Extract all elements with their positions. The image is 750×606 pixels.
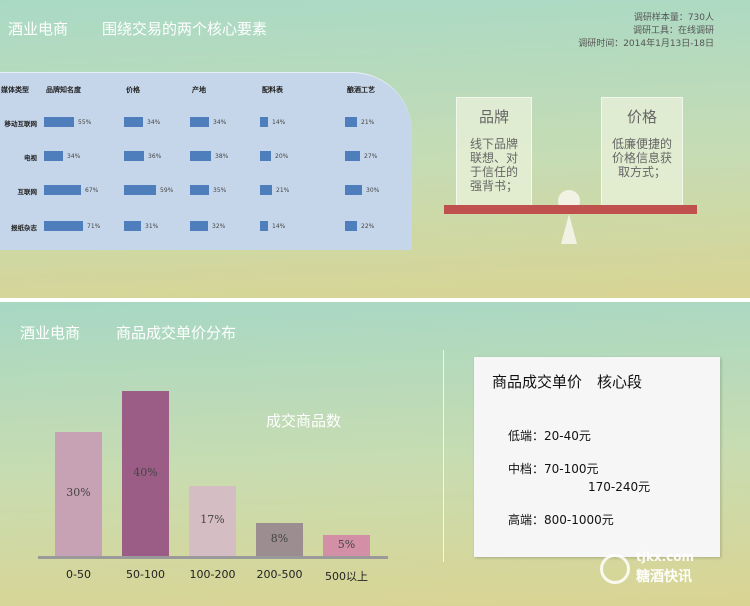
key-low: 低端：20-40元 (508, 429, 591, 443)
x-tick-label: 0-50 (66, 568, 91, 581)
table-value: 71% (87, 223, 101, 230)
table-bar (190, 185, 209, 195)
bar-value-label: 17% (200, 513, 225, 526)
table-value: 34% (147, 119, 161, 126)
column-header: 价格 (126, 86, 140, 94)
table-value: 55% (78, 119, 92, 126)
x-tick-label: 500以上 (325, 570, 368, 583)
row-label: 互联网 (17, 188, 38, 196)
table-value: 38% (215, 153, 229, 160)
table-bar (190, 117, 209, 127)
bar-value-label: 5% (337, 537, 356, 551)
table-value: 21% (361, 119, 375, 126)
table-value: 59% (160, 187, 174, 194)
brand-label: 酒业电商 (8, 20, 69, 38)
divider-line (443, 350, 444, 562)
table-bar (44, 117, 74, 127)
slide-title-2: 商品成交单价分布 (116, 324, 237, 342)
x-tick-label: 50-100 (126, 568, 165, 581)
row-label: 电视 (24, 154, 37, 162)
table-value: 32% (212, 223, 226, 230)
table-value: 34% (67, 153, 81, 160)
table-value: 30% (366, 187, 380, 194)
column-header: 品牌知名度 (46, 86, 81, 94)
price-bar (122, 391, 169, 556)
table-bar (124, 117, 143, 127)
price-bar (55, 432, 102, 556)
table-bar (190, 221, 208, 231)
scale-beam (444, 205, 697, 214)
table-value: 35% (213, 187, 227, 194)
row-label: 报纸杂志 (11, 224, 37, 232)
table-bar (345, 185, 362, 195)
key-mid-1: 中档：70-100元 (508, 462, 599, 476)
table-value: 22% (361, 223, 375, 230)
table-bar (124, 185, 156, 195)
key-title: 商品成交单价 核心段 (492, 373, 643, 391)
row-label: 移动互联网 (4, 120, 38, 128)
row-header: 媒体类型 (1, 86, 29, 94)
x-tick-label: 200-500 (256, 568, 303, 581)
table-value: 14% (272, 223, 286, 230)
price-card-body: 低廉便捷的价格信息获取方式； (611, 137, 672, 179)
table-value: 67% (85, 187, 99, 194)
table-bar (345, 117, 357, 127)
watermark: tjkx.com 糖酒快讯 (600, 548, 730, 592)
bar-value-label: 30% (66, 486, 91, 499)
survey-meta: 调研样本量：730人 调研工具：在线调研 调研时间：2014年1月13日-18日 (578, 12, 714, 51)
table-bar (260, 185, 272, 195)
table-bar (345, 221, 357, 231)
slide-title: 围绕交易的两个核心要素 (102, 20, 268, 38)
table-bar (44, 185, 81, 195)
table-bar (345, 151, 360, 161)
watermark-url: tjkx.com (636, 550, 694, 564)
brand-card-body: 线下品牌联想、对于信任的强背书； (469, 137, 518, 193)
price-bar (256, 523, 303, 556)
table-value: 14% (272, 119, 286, 126)
slide-price-distribution: 酒业电商 商品成交单价分布 成交商品数 商品成交单价 核心段 低端：20-40元… (0, 302, 750, 606)
table-value: 34% (213, 119, 227, 126)
x-axis (38, 556, 388, 559)
table-value: 27% (364, 153, 378, 160)
key-segments-box: 商品成交单价 核心段 低端：20-40元 中档：70-100元 170-240元… (474, 357, 720, 557)
bar-value-label: 40% (133, 465, 158, 479)
watermark-name: 糖酒快讯 (636, 569, 692, 585)
column-header: 产地 (192, 86, 206, 94)
brand-card: 品牌 线下品牌联想、对于信任的强背书； (456, 97, 532, 207)
price-bar (189, 486, 236, 556)
media-bar-table: 媒体类型 品牌知名度 价格 产地 配料表 酿酒工艺移动互联网 55% 34% 34% 14% 21%… (0, 72, 412, 250)
table-value: 31% (145, 223, 159, 230)
table-bar (260, 151, 271, 161)
price-card-title: 价格 (626, 108, 657, 126)
watermark-logo-icon (600, 554, 630, 584)
price-card: 价格 低廉便捷的价格信息获取方式； (601, 97, 683, 207)
table-bar (260, 221, 268, 231)
brand-label-2: 酒业电商 (20, 324, 81, 342)
bar-value-label: 8% (270, 531, 289, 545)
table-value: 21% (276, 187, 290, 194)
table-bar (44, 151, 63, 161)
table-bar (260, 117, 268, 127)
meta-sample: 调研样本量：730人 (633, 13, 714, 23)
key-mid-2: 170-240元 (588, 480, 651, 494)
price-bar (323, 535, 370, 556)
table-bar (124, 221, 141, 231)
meta-date: 调研时间：2014年1月13日-18日 (578, 39, 714, 49)
brand-card-title: 品牌 (478, 108, 509, 126)
table-value: 20% (275, 153, 289, 160)
meta-tool: 调研工具：在线调研 (632, 26, 714, 36)
column-header: 酿酒工艺 (347, 86, 375, 94)
chart-label: 成交商品数 (266, 412, 342, 430)
scale-stand (561, 214, 577, 244)
table-bar (44, 221, 83, 231)
key-high: 高端：800-1000元 (508, 513, 614, 527)
slide-transaction-factors: 酒业电商 围绕交易的两个核心要素 调研样本量：730人 调研工具：在线调研 调研… (0, 0, 750, 298)
table-bar (124, 151, 144, 161)
x-tick-label: 100-200 (189, 568, 236, 581)
column-header: 配料表 (262, 86, 283, 94)
table-value: 36% (148, 153, 162, 160)
table-bar (190, 151, 211, 161)
